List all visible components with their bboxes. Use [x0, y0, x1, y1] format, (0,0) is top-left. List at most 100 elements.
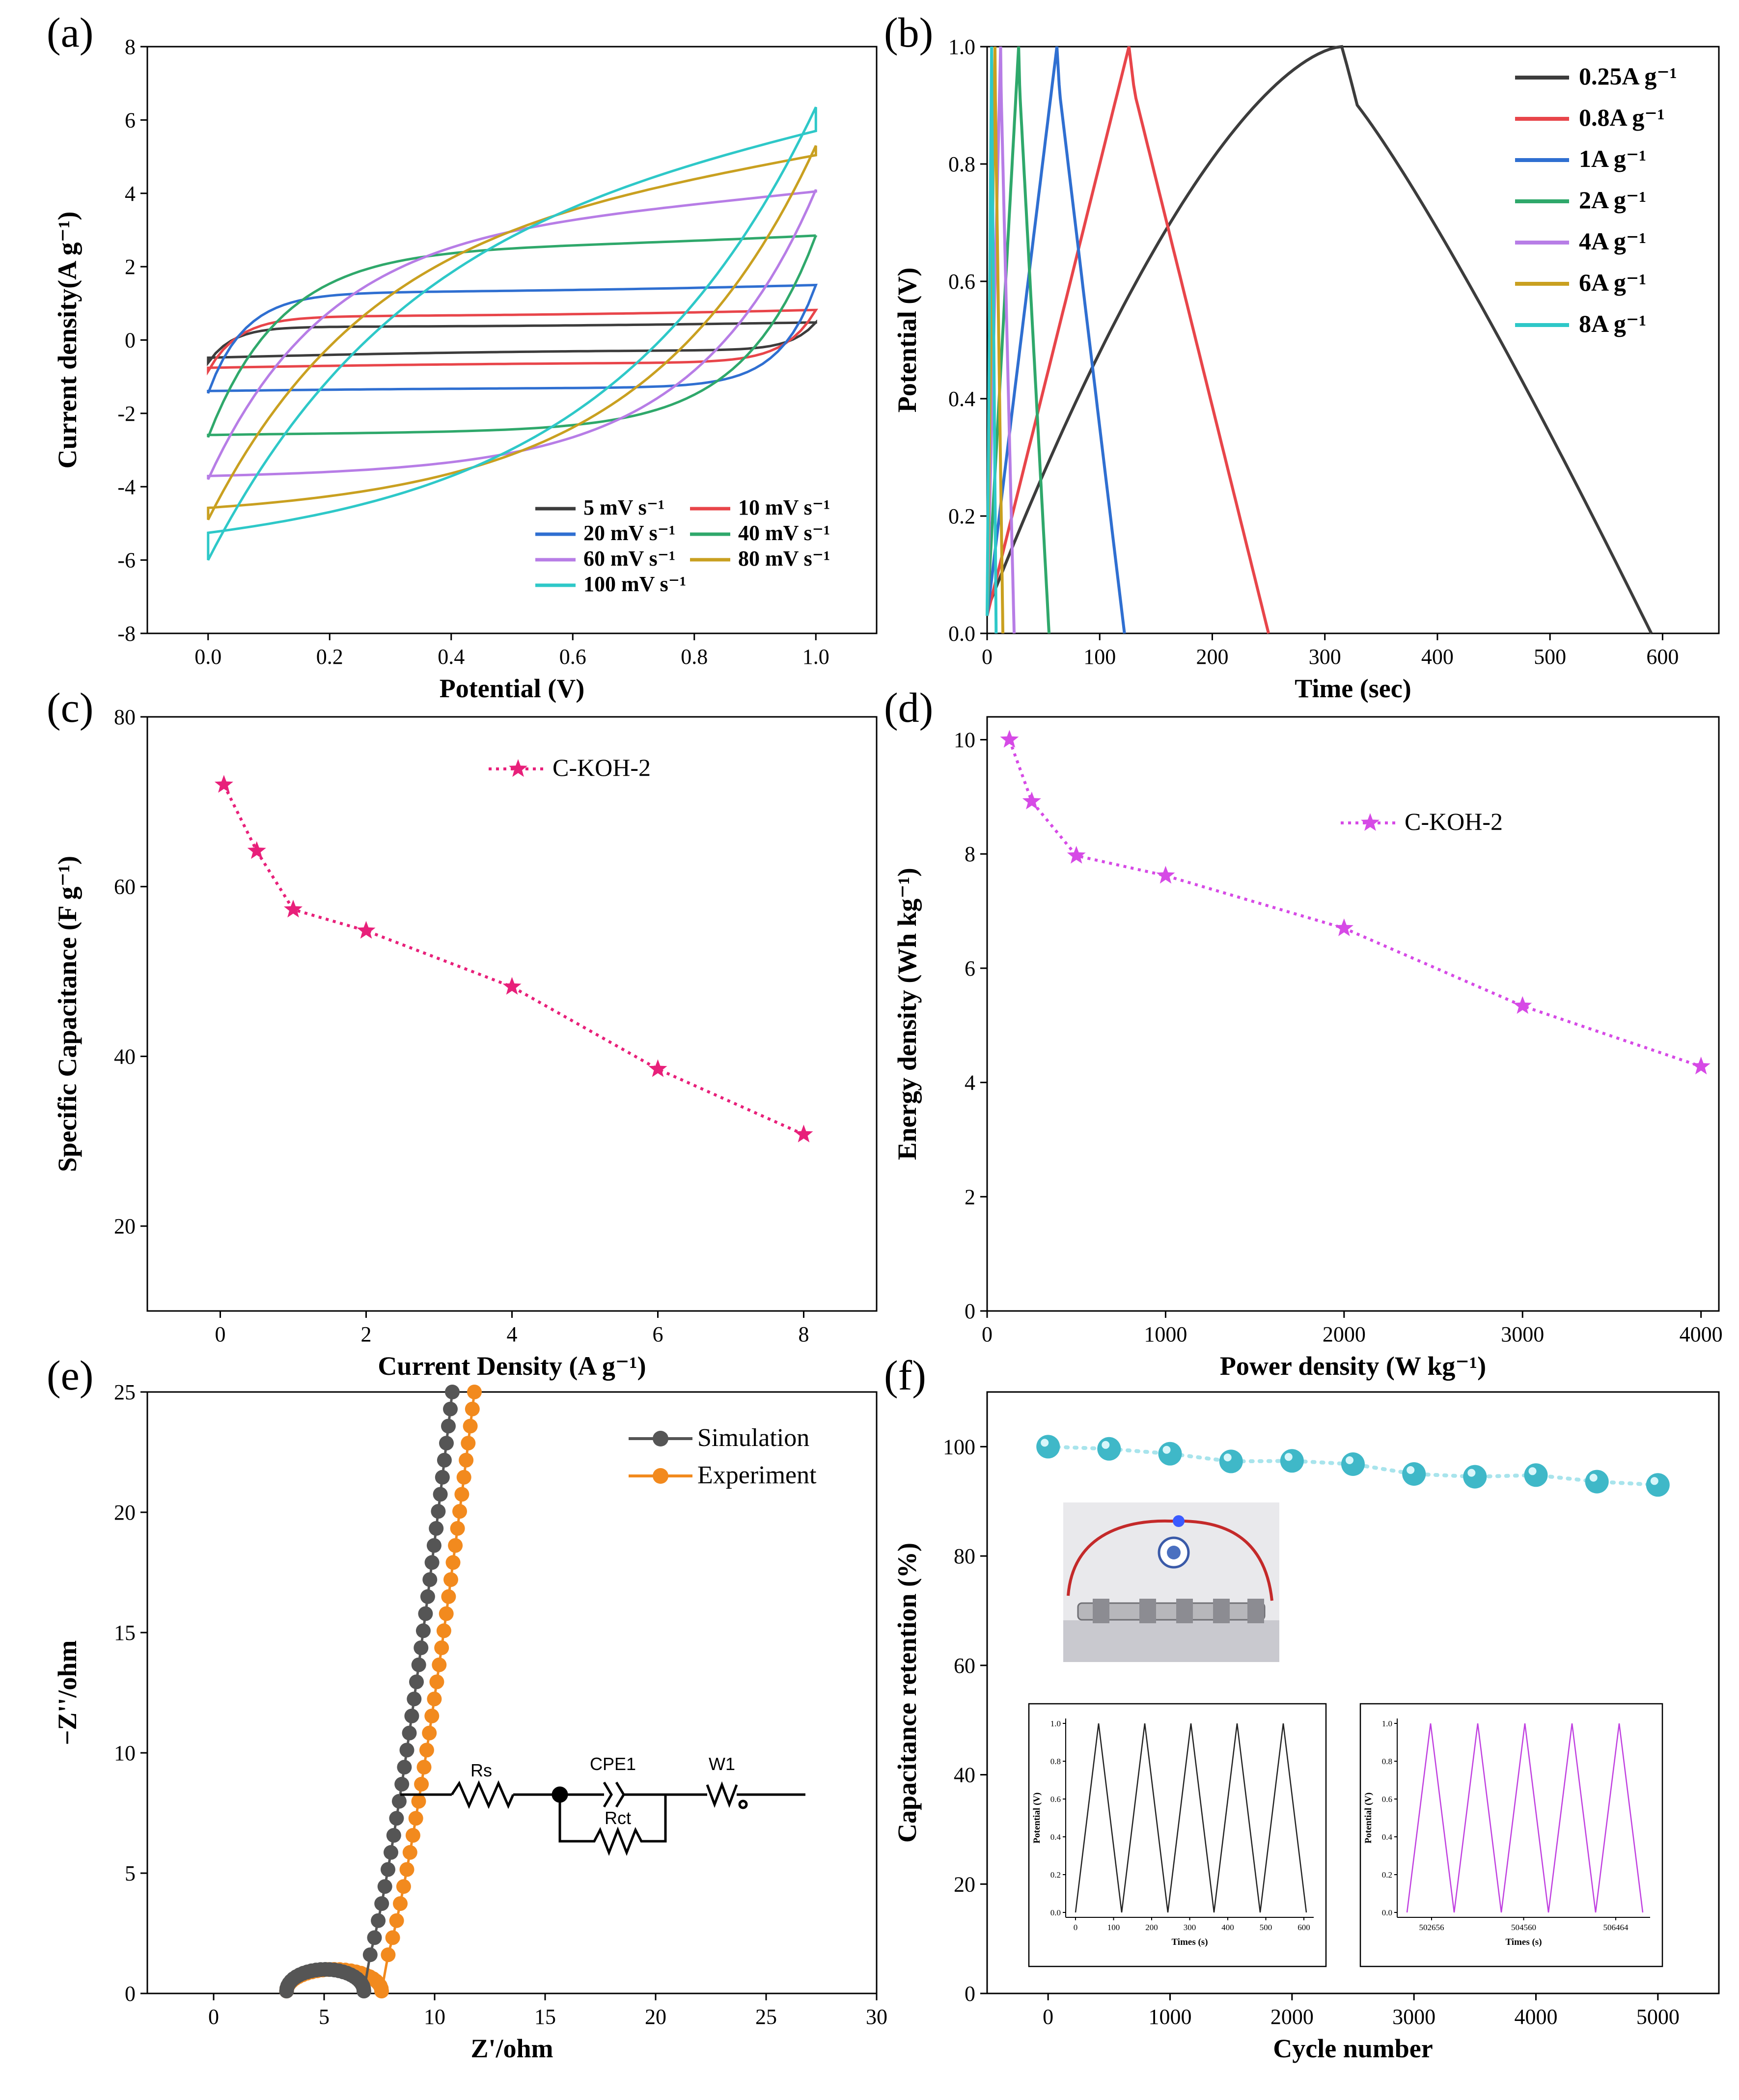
x-tick-label: 1.0 — [802, 645, 829, 669]
data-point-star — [1022, 791, 1041, 810]
nyquist-point — [448, 1538, 463, 1553]
legend-label: 20 mV s⁻¹ — [583, 521, 675, 545]
photo-clip — [1093, 1599, 1109, 1623]
x-tick-label: 6 — [653, 1322, 663, 1346]
resistor-rs — [450, 1780, 515, 1809]
legend-label: 40 mV s⁻¹ — [738, 521, 830, 545]
x-tick-label: 20 — [645, 2005, 666, 2029]
inset-x-tick-label: 502656 — [1419, 1923, 1444, 1932]
retention-point-highlight — [1223, 1453, 1232, 1462]
photo-clip — [1247, 1599, 1264, 1623]
x-axis-label: Z'/ohm — [470, 2034, 553, 2063]
series-line — [222, 784, 804, 1136]
x-axis-label: Power density (W kg⁻¹) — [1220, 1351, 1486, 1381]
y-tick-label: 40 — [114, 1044, 136, 1068]
nyquist-point — [415, 1623, 431, 1638]
circuit-label: Rs — [470, 1760, 492, 1780]
nyquist-point — [374, 1984, 389, 1999]
x-tick-label: 0 — [208, 2005, 219, 2029]
nyquist-point — [456, 1470, 471, 1485]
panel-tag: (b) — [884, 9, 933, 56]
inset-x-label: Times (s) — [1505, 1937, 1542, 1947]
inset-x-tick-label: 600 — [1297, 1923, 1310, 1932]
legend-label: 0.8A g⁻¹ — [1579, 104, 1665, 131]
x-tick-label: 1000 — [1149, 2005, 1192, 2029]
nyquist-point — [404, 1708, 419, 1723]
y-tick-label: -8 — [117, 622, 136, 646]
nyquist-point — [420, 1589, 435, 1604]
y-tick-label: 60 — [954, 1654, 975, 1678]
nyquist-point — [362, 1947, 378, 1963]
nyquist-point — [422, 1572, 438, 1587]
cv-curve-0 — [207, 319, 817, 367]
x-tick-label: 200 — [1196, 645, 1228, 669]
data-point-star — [1334, 918, 1353, 936]
plot-frame — [146, 716, 878, 1312]
gcd-inset-left: 0.0 0.2 0.4 0.6 0.8 1.0 0 100 200 300 400 500 600 Tim… — [1028, 1703, 1327, 1967]
y-tick-label: 5 — [125, 1861, 136, 1885]
legend-label: 100 mV s⁻¹ — [583, 572, 686, 596]
nyquist-point — [452, 1504, 467, 1519]
panel-e: (e) 0 5 10 15 20 25 30 0 5 10 15 20 25 Z'/ohm −Z''/ohm S… — [47, 1352, 887, 2063]
y-tick-label: 0.6 — [948, 270, 975, 294]
inset-y-tick-label: 0.4 — [1382, 1832, 1393, 1842]
inset-y-tick-label: 0.2 — [1050, 1870, 1061, 1880]
y-axis-label: −Z''/ohm — [53, 1640, 82, 1745]
x-tick-label: 4000 — [1515, 2005, 1558, 2029]
retention-point — [1524, 1463, 1548, 1487]
legend-label: 1A g⁻¹ — [1579, 145, 1646, 172]
nyquist-point — [432, 1657, 447, 1672]
retention-point — [1341, 1452, 1365, 1476]
nyquist-point — [381, 1947, 396, 1963]
y-axis-label: Energy density (Wh kg⁻¹) — [892, 868, 922, 1160]
panel-tag: (c) — [47, 684, 93, 731]
nyquist-point — [399, 1743, 414, 1758]
y-tick-label: 0 — [125, 1982, 136, 2006]
data-point-star — [357, 921, 376, 939]
inset-x-tick-label: 500 — [1260, 1923, 1272, 1932]
nyquist-point — [411, 1657, 426, 1672]
plot-frame — [986, 1391, 1720, 1994]
x-tick-label: 4000 — [1680, 1322, 1723, 1346]
nyquist-point — [434, 1640, 449, 1655]
x-tick-label: 3000 — [1501, 1322, 1544, 1346]
y-tick-label: 40 — [954, 1763, 975, 1787]
y-tick-label: 2 — [125, 255, 136, 279]
x-tick-label: 2000 — [1323, 1322, 1366, 1346]
nyquist-point — [436, 1623, 451, 1638]
nyquist-point — [391, 1794, 407, 1809]
device-photo — [1063, 1502, 1279, 1662]
data-point-star — [509, 759, 527, 777]
nyquist-point — [407, 1691, 422, 1707]
inset-y-tick-label: 0.4 — [1050, 1832, 1061, 1842]
y-tick-label: 80 — [114, 705, 136, 729]
inset-x-tick-label: 506464 — [1603, 1923, 1629, 1932]
cpe-symbol — [603, 1781, 625, 1808]
legend-label: Experiment — [697, 1461, 817, 1489]
y-tick-label: -2 — [117, 402, 136, 426]
y-tick-label: 20 — [114, 1500, 136, 1525]
y-tick-label: 15 — [114, 1621, 136, 1645]
nyquist-point — [418, 1606, 433, 1621]
inset-x-tick-label: 0 — [1074, 1923, 1078, 1932]
nyquist-point — [397, 1760, 412, 1775]
nyquist-point — [393, 1896, 408, 1911]
nyquist-point — [441, 1418, 456, 1434]
gcd-curve-3 — [986, 46, 1051, 634]
x-axis-label: Potential (V) — [440, 674, 584, 703]
photo-led — [1173, 1515, 1185, 1527]
nyquist-point — [408, 1811, 423, 1826]
panel-tag: (f) — [884, 1352, 926, 1399]
nyquist-point — [450, 1521, 465, 1536]
panel-tag: (a) — [47, 9, 93, 56]
legend-label: C-KOH-2 — [552, 754, 651, 781]
y-tick-label: 0.4 — [948, 387, 975, 411]
y-tick-label: 60 — [114, 875, 136, 899]
data-point-star — [648, 1059, 667, 1077]
inset-y-tick-label: 0.2 — [1382, 1870, 1392, 1880]
legend-label: Simulation — [697, 1424, 809, 1452]
warburg-terminal — [738, 1800, 748, 1809]
nyquist-point — [445, 1385, 460, 1399]
retention-point — [1585, 1470, 1609, 1494]
